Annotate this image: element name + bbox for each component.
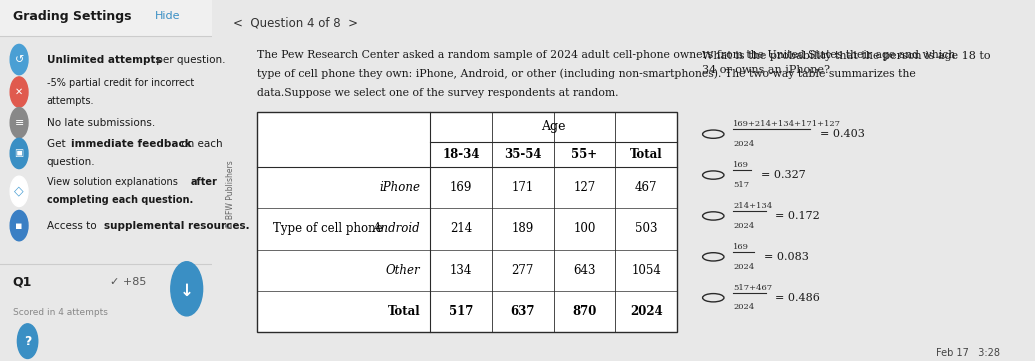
Text: 2024: 2024 <box>733 140 755 148</box>
Text: 55+: 55+ <box>571 148 597 161</box>
Text: ◇: ◇ <box>14 185 24 198</box>
Circle shape <box>171 262 203 316</box>
Text: per question.: per question. <box>153 55 226 65</box>
Text: Age: Age <box>541 120 566 133</box>
Text: ✕: ✕ <box>16 87 23 97</box>
Text: on each: on each <box>178 139 223 149</box>
Text: <  Question 4 of 8  >: < Question 4 of 8 > <box>233 16 358 29</box>
Text: The Pew Research Center asked a random sample of 2024 adult cell-phone owners fr: The Pew Research Center asked a random s… <box>258 49 955 60</box>
Text: 35-54: 35-54 <box>504 148 541 161</box>
Text: 169+214+134+171+127: 169+214+134+171+127 <box>733 121 841 129</box>
Text: 637: 637 <box>510 305 535 318</box>
Bar <box>258 112 677 332</box>
Circle shape <box>18 324 37 358</box>
Text: Total: Total <box>630 148 662 161</box>
Text: View solution explanations: View solution explanations <box>47 177 181 187</box>
Text: type of cell phone they own: iPhone, Android, or other (including non-smartphone: type of cell phone they own: iPhone, And… <box>258 69 916 79</box>
Text: Grading Settings: Grading Settings <box>12 10 131 23</box>
Text: 517: 517 <box>449 305 473 318</box>
Circle shape <box>10 138 28 169</box>
Text: ✓ +85: ✓ +85 <box>111 277 147 287</box>
Text: = 0.327: = 0.327 <box>761 170 805 180</box>
Text: What is the probability that the person is age 18 to
34 or owns an iPhone?: What is the probability that the person … <box>702 51 990 75</box>
Text: Access to: Access to <box>47 221 99 231</box>
Text: ▣: ▣ <box>14 148 24 158</box>
Text: ↓: ↓ <box>180 282 194 300</box>
Text: 467: 467 <box>634 181 657 194</box>
Text: Get: Get <box>47 139 68 149</box>
Text: Type of cell phone: Type of cell phone <box>272 222 382 235</box>
Circle shape <box>10 210 28 241</box>
Text: = 0.083: = 0.083 <box>764 252 809 262</box>
Text: Feb 17   3:28: Feb 17 3:28 <box>937 348 1000 358</box>
Text: 2024: 2024 <box>733 262 755 271</box>
Text: = 0.486: = 0.486 <box>775 293 821 303</box>
Text: 517: 517 <box>733 181 749 189</box>
Text: Total: Total <box>388 305 420 318</box>
Text: 171: 171 <box>511 181 534 194</box>
Text: Other: Other <box>386 264 420 277</box>
Text: = 0.172: = 0.172 <box>775 211 820 221</box>
Text: iPhone: iPhone <box>380 181 420 194</box>
Text: 2024: 2024 <box>733 304 755 312</box>
Text: 169: 169 <box>733 243 749 251</box>
Circle shape <box>10 108 28 138</box>
Text: supplemental resources.: supplemental resources. <box>104 221 249 231</box>
Text: 870: 870 <box>572 305 597 318</box>
Text: completing each question.: completing each question. <box>47 195 193 205</box>
Text: 169: 169 <box>733 161 749 169</box>
Circle shape <box>10 44 28 75</box>
Text: immediate feedback: immediate feedback <box>71 139 191 149</box>
Text: 643: 643 <box>573 264 596 277</box>
Text: ?: ? <box>24 335 31 348</box>
Text: data.Suppose we select one of the survey respondents at random.: data.Suppose we select one of the survey… <box>258 88 619 98</box>
Text: Hide: Hide <box>155 11 180 21</box>
Text: attempts.: attempts. <box>47 96 94 106</box>
Text: 189: 189 <box>511 222 534 235</box>
Text: 1054: 1054 <box>631 264 661 277</box>
Circle shape <box>10 77 28 107</box>
Text: 127: 127 <box>573 181 595 194</box>
Text: ≡: ≡ <box>14 118 24 128</box>
Text: 100: 100 <box>573 222 596 235</box>
Text: ↺: ↺ <box>14 55 24 65</box>
Text: 18-34: 18-34 <box>442 148 480 161</box>
Text: 2024: 2024 <box>630 305 662 318</box>
Text: No late submissions.: No late submissions. <box>47 118 155 128</box>
Text: 214: 214 <box>450 222 472 235</box>
Text: Q1: Q1 <box>12 275 32 288</box>
Text: = 0.403: = 0.403 <box>820 129 864 139</box>
Text: question.: question. <box>47 157 95 168</box>
Text: 2024: 2024 <box>733 222 755 230</box>
Text: 214+134: 214+134 <box>733 202 772 210</box>
Text: © BFW Publishers: © BFW Publishers <box>226 161 235 229</box>
Text: after: after <box>190 177 217 187</box>
Text: 503: 503 <box>634 222 657 235</box>
Text: -5% partial credit for incorrect: -5% partial credit for incorrect <box>47 78 194 88</box>
Bar <box>0 0 212 36</box>
Text: Scored in 4 attempts: Scored in 4 attempts <box>12 308 108 317</box>
Text: 517+467: 517+467 <box>733 284 772 292</box>
Circle shape <box>10 176 28 206</box>
Text: 277: 277 <box>511 264 534 277</box>
Text: Android: Android <box>373 222 420 235</box>
Text: 169: 169 <box>450 181 472 194</box>
Text: ▪: ▪ <box>16 221 23 231</box>
Text: Unlimited attempts: Unlimited attempts <box>47 55 161 65</box>
Text: 134: 134 <box>450 264 472 277</box>
